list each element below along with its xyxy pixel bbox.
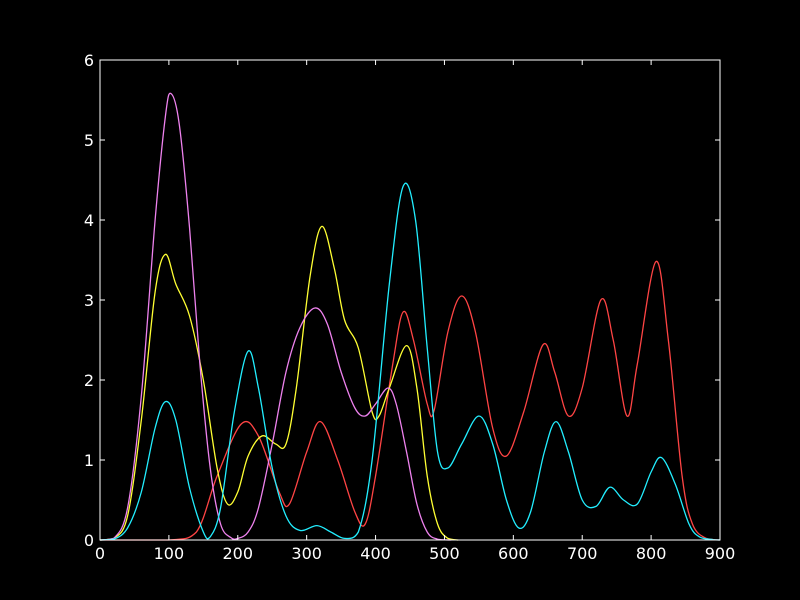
x-tick-label: 900 <box>705 544 736 563</box>
x-tick-label: 100 <box>154 544 185 563</box>
y-tick-label: 3 <box>84 291 94 310</box>
y-tick-label: 2 <box>84 371 94 390</box>
x-tick-label: 400 <box>360 544 391 563</box>
series-line-3 <box>99 92 452 541</box>
y-tick-label: 5 <box>84 131 94 150</box>
series-layer <box>99 92 721 541</box>
tick-layer <box>99 59 721 541</box>
x-tick-label: 300 <box>291 544 322 563</box>
series-line-1 <box>100 260 721 541</box>
x-tick-label: 800 <box>636 544 667 563</box>
x-tick-label: 700 <box>567 544 598 563</box>
y-tick-label: 1 <box>84 451 94 470</box>
series-line-4 <box>99 182 721 541</box>
tick-label-layer: 0 100 200 300 400 500 600 700 800 900 0 1 2 3 4 5 6 <box>84 51 735 563</box>
series-line-2 <box>99 225 459 541</box>
x-tick-label: 0 <box>95 544 105 563</box>
x-tick-label: 500 <box>429 544 460 563</box>
y-tick-label: 6 <box>84 51 94 70</box>
y-tick-label: 4 <box>84 211 94 230</box>
y-tick-label: 0 <box>84 531 94 550</box>
x-tick-label: 200 <box>223 544 254 563</box>
x-tick-label: 600 <box>498 544 529 563</box>
